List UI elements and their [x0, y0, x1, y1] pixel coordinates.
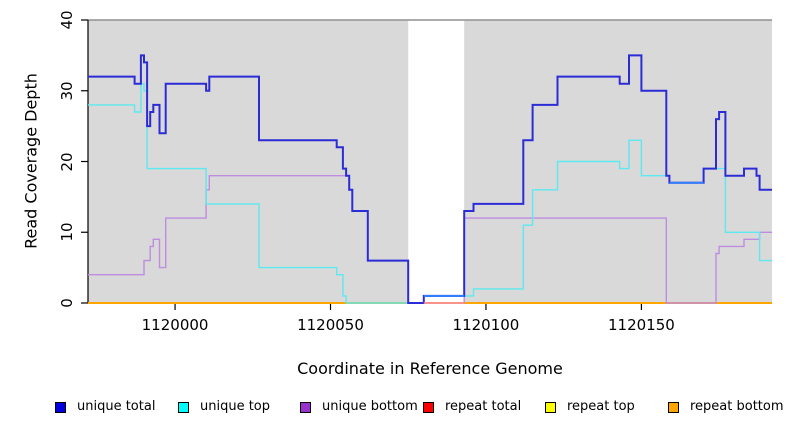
legend-swatch-unique-bottom — [300, 401, 311, 413]
x-tick-label: 1120050 — [297, 316, 364, 334]
y-axis-title: Read Coverage Depth — [21, 73, 41, 249]
legend-item-unique-top: unique top — [178, 399, 270, 415]
legend-label: unique top — [200, 399, 271, 414]
x-tick-label: 1120100 — [452, 316, 520, 334]
legend-swatch-unique-top — [178, 401, 189, 413]
y-tick-label: 30 — [58, 81, 76, 101]
legend-item-repeat-top: repeat top — [545, 399, 635, 415]
legend-label: repeat bottom — [690, 399, 784, 414]
x-tick-label: 1120000 — [141, 316, 209, 334]
x-tick-label: 1120150 — [608, 316, 675, 334]
y-tick-label: 20 — [58, 151, 76, 172]
legend-item-unique-total: unique total — [55, 399, 155, 415]
legend-item-repeat-bottom: repeat bottom — [668, 399, 784, 415]
y-tick-label: 10 — [58, 222, 76, 242]
legend-label: unique bottom — [322, 399, 418, 414]
series-line-unique-total — [88, 54, 772, 304]
masked-region — [408, 20, 465, 303]
legend-swatch-unique-total — [55, 401, 66, 413]
legend-label: repeat top — [567, 399, 635, 414]
legend-swatch-repeat-bottom — [668, 401, 679, 413]
legend-label: unique total — [77, 399, 156, 414]
legend-swatch-repeat-top — [545, 401, 556, 413]
legend-item-repeat-total: repeat total — [423, 399, 521, 415]
legend-swatch-repeat-total — [423, 401, 434, 413]
y-tick-label: 0 — [58, 298, 76, 308]
legend-label: repeat total — [445, 399, 522, 414]
legend: unique total unique top unique bottom re… — [0, 399, 792, 417]
y-tick-label: 40 — [58, 10, 76, 30]
x-axis-title: Coordinate in Reference Genome — [297, 359, 563, 378]
legend-item-unique-bottom: unique bottom — [300, 399, 418, 415]
